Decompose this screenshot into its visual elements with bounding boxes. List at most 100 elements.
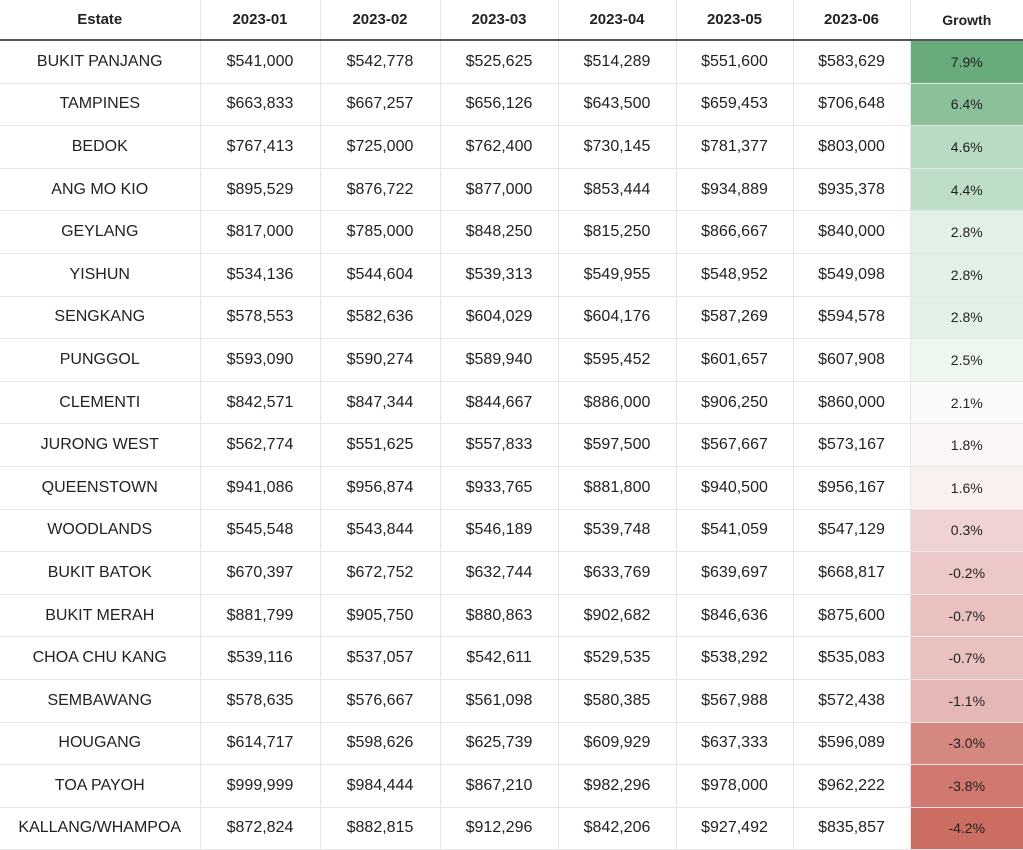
price-cell: $881,800 xyxy=(558,466,677,510)
price-cell: $542,778 xyxy=(320,40,441,84)
growth-cell: -4.2% xyxy=(910,807,1023,850)
price-cell: $785,000 xyxy=(320,210,441,254)
price-cell: $643,500 xyxy=(558,83,677,127)
price-cell: $730,145 xyxy=(558,125,677,169)
price-cell: $604,176 xyxy=(558,296,677,340)
column-header: 2023-04 xyxy=(558,0,677,41)
column-header: 2023-02 xyxy=(320,0,441,41)
table-row: BUKIT PANJANG $541,000 $542,778 $525,625 $51… xyxy=(0,40,1023,84)
price-cell: $590,274 xyxy=(320,338,441,382)
price-cell: $567,667 xyxy=(676,423,794,467)
table-row: QUEENSTOWN $941,086 $956,874 $933,765 $881,8… xyxy=(0,466,1023,510)
column-header: 2023-05 xyxy=(676,0,794,41)
price-cell: $547,129 xyxy=(793,509,911,553)
growth-cell: 2.1% xyxy=(910,381,1023,425)
price-cell: $872,824 xyxy=(200,807,321,850)
price-cell: $881,799 xyxy=(200,594,321,638)
table-body: BUKIT PANJANG $541,000 $542,778 $525,625 $51… xyxy=(0,40,1023,850)
column-header: Growth xyxy=(910,0,1023,41)
price-cell: $514,289 xyxy=(558,40,677,84)
estate-cell: SENGKANG xyxy=(0,296,201,340)
estate-cell: YISHUN xyxy=(0,253,201,297)
price-cell: $927,492 xyxy=(676,807,794,850)
price-cell: $561,098 xyxy=(440,679,559,723)
price-cell: $875,600 xyxy=(793,594,911,638)
price-cell: $672,752 xyxy=(320,551,441,595)
price-cell: $876,722 xyxy=(320,168,441,212)
growth-cell: 4.6% xyxy=(910,125,1023,169)
estate-cell: TAMPINES xyxy=(0,83,201,127)
price-cell: $582,636 xyxy=(320,296,441,340)
price-cell: $940,500 xyxy=(676,466,794,510)
price-cell: $589,940 xyxy=(440,338,559,382)
price-cell: $572,438 xyxy=(793,679,911,723)
price-cell: $840,000 xyxy=(793,210,911,254)
price-cell: $978,000 xyxy=(676,764,794,808)
growth-cell: 2.8% xyxy=(910,253,1023,297)
price-cell: $576,667 xyxy=(320,679,441,723)
price-cell: $538,292 xyxy=(676,636,794,680)
price-cell: $912,296 xyxy=(440,807,559,850)
price-cell: $557,833 xyxy=(440,423,559,467)
price-cell: $956,874 xyxy=(320,466,441,510)
growth-cell: -1.1% xyxy=(910,679,1023,723)
column-header: Estate xyxy=(0,0,201,41)
table-row: GEYLANG $817,000 $785,000 $848,250 $815,250 $… xyxy=(0,210,1023,254)
estate-cell: GEYLANG xyxy=(0,210,201,254)
price-cell: $895,529 xyxy=(200,168,321,212)
estate-cell: BUKIT PANJANG xyxy=(0,40,201,84)
price-cell: $842,571 xyxy=(200,381,321,425)
growth-cell: 4.4% xyxy=(910,168,1023,212)
price-cell: $886,000 xyxy=(558,381,677,425)
table-row: PUNGGOL $593,090 $590,274 $589,940 $595,452 $… xyxy=(0,338,1023,382)
price-cell: $860,000 xyxy=(793,381,911,425)
price-cell: $573,167 xyxy=(793,423,911,467)
estate-cell: BUKIT BATOK xyxy=(0,551,201,595)
price-cell: $595,452 xyxy=(558,338,677,382)
estate-cell: WOODLANDS xyxy=(0,509,201,553)
table-row: HOUGANG $614,717 $598,626 $625,739 $609,929 $… xyxy=(0,722,1023,766)
price-cell: $706,648 xyxy=(793,83,911,127)
price-cell: $597,500 xyxy=(558,423,677,467)
price-cell: $880,863 xyxy=(440,594,559,638)
growth-cell: 1.6% xyxy=(910,466,1023,510)
price-cell: $548,952 xyxy=(676,253,794,297)
estate-cell: PUNGGOL xyxy=(0,338,201,382)
price-cell: $632,744 xyxy=(440,551,559,595)
price-cell: $670,397 xyxy=(200,551,321,595)
table-row: BEDOK $767,413 $725,000 $762,400 $730,145 $78… xyxy=(0,125,1023,169)
estate-cell: BUKIT MERAH xyxy=(0,594,201,638)
estate-cell: CHOA CHU KANG xyxy=(0,636,201,680)
estate-cell: HOUGANG xyxy=(0,722,201,766)
price-cell: $815,250 xyxy=(558,210,677,254)
table-row: ANG MO KIO $895,529 $876,722 $877,000 $853,4… xyxy=(0,168,1023,212)
price-cell: $984,444 xyxy=(320,764,441,808)
growth-cell: 0.3% xyxy=(910,509,1023,553)
price-cell: $933,765 xyxy=(440,466,559,510)
price-cell: $587,269 xyxy=(676,296,794,340)
price-cell: $668,817 xyxy=(793,551,911,595)
price-cell: $578,553 xyxy=(200,296,321,340)
price-cell: $535,083 xyxy=(793,636,911,680)
growth-cell: 2.8% xyxy=(910,296,1023,340)
price-cell: $846,636 xyxy=(676,594,794,638)
price-cell: $637,333 xyxy=(676,722,794,766)
price-cell: $667,257 xyxy=(320,83,441,127)
price-cell: $639,697 xyxy=(676,551,794,595)
price-cell: $596,089 xyxy=(793,722,911,766)
price-cell: $609,929 xyxy=(558,722,677,766)
price-cell: $534,136 xyxy=(200,253,321,297)
price-cell: $941,086 xyxy=(200,466,321,510)
growth-cell: 6.4% xyxy=(910,83,1023,127)
table-row: SENGKANG $578,553 $582,636 $604,029 $604,176… xyxy=(0,296,1023,340)
price-cell: $539,116 xyxy=(200,636,321,680)
price-cell: $848,250 xyxy=(440,210,559,254)
growth-cell: -3.8% xyxy=(910,764,1023,808)
price-cell: $607,908 xyxy=(793,338,911,382)
table-row: KALLANG/WHAMPOA $872,824 $882,815 $912,296 $… xyxy=(0,807,1023,850)
growth-cell: -0.7% xyxy=(910,594,1023,638)
growth-cell: -0.2% xyxy=(910,551,1023,595)
price-cell: $853,444 xyxy=(558,168,677,212)
estate-cell: CLEMENTI xyxy=(0,381,201,425)
